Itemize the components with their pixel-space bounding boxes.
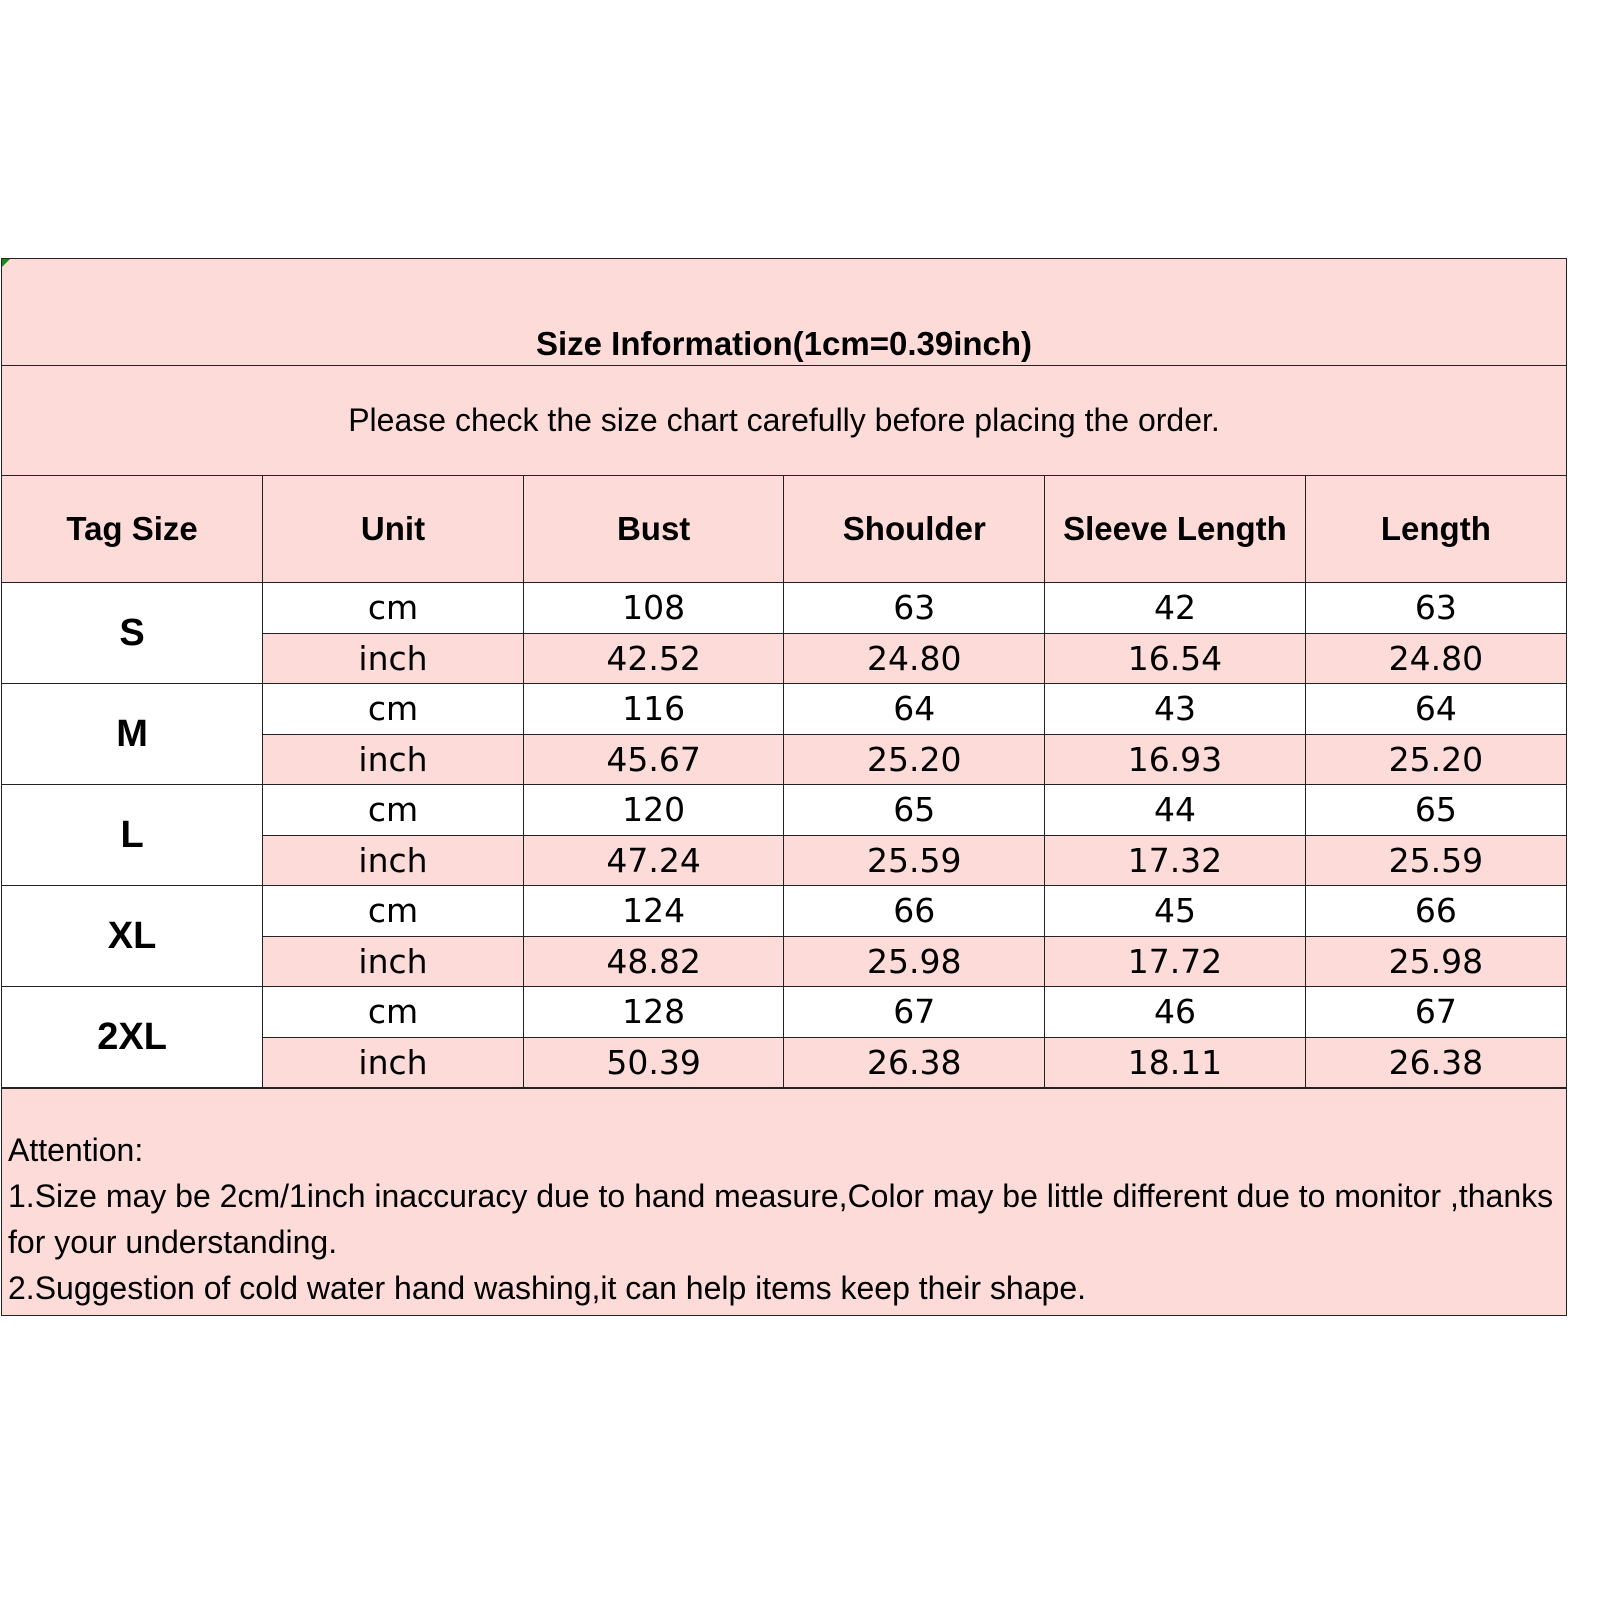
bust-cell: 47.24 [522, 834, 785, 886]
length-cell: 64 [1304, 683, 1566, 735]
header-shoulder: Shoulder [783, 476, 1046, 583]
length-cell: 63 [1304, 582, 1566, 634]
shoulder-cell: 25.59 [783, 834, 1046, 886]
size-table: Tag Size Unit Bust Shoulder Sleeve Lengt… [2, 476, 1566, 1088]
sleeve-length-cell: 17.72 [1044, 935, 1306, 987]
sleeve-length-cell: 42 [1044, 582, 1306, 634]
bust-cell: 45.67 [522, 733, 785, 785]
chart-title: Size Information(1cm=0.39inch) [2, 259, 1566, 366]
bust-cell: 120 [522, 784, 785, 836]
shoulder-cell: 25.20 [783, 733, 1046, 785]
length-cell: 26.38 [1304, 1036, 1566, 1088]
header-tag-size: Tag Size [2, 476, 264, 583]
attention-notes: Attention: 1.Size may be 2cm/1inch inacc… [2, 1088, 1566, 1315]
attention-line: 2.Suggestion of cold water hand washing,… [8, 1270, 1086, 1306]
bust-cell: 116 [522, 683, 785, 735]
length-cell: 25.20 [1304, 733, 1566, 785]
unit-cell: inch [262, 733, 524, 785]
sleeve-length-cell: 43 [1044, 683, 1306, 735]
unit-cell: cm [262, 885, 524, 937]
unit-cell: inch [262, 834, 524, 886]
sleeve-length-cell: 46 [1044, 986, 1306, 1038]
bust-cell: 50.39 [522, 1036, 785, 1088]
header-sleeve-length: Sleeve Length [1044, 476, 1306, 583]
unit-cell: cm [262, 784, 524, 836]
length-cell: 25.98 [1304, 935, 1566, 987]
size-chart: Size Information(1cm=0.39inch) Please ch… [1, 258, 1567, 1316]
chart-subtitle: Please check the size chart carefully be… [2, 366, 1566, 476]
attention-line: 1.Size may be 2cm/1inch inaccuracy due t… [8, 1178, 1554, 1260]
cell-corner-marker [2, 259, 10, 267]
length-cell: 67 [1304, 986, 1566, 1038]
header-bust: Bust [522, 476, 785, 583]
tag-size-cell: M [2, 683, 264, 785]
length-cell: 65 [1304, 784, 1566, 836]
sleeve-length-cell: 45 [1044, 885, 1306, 937]
table-row: 2XL cm 128 67 46 67 [2, 986, 1566, 1088]
length-cell: 66 [1304, 885, 1566, 937]
unit-cell: inch [262, 935, 524, 987]
bust-cell: 124 [522, 885, 785, 937]
table-row: XL cm 124 66 45 66 [2, 885, 1566, 987]
bust-cell: 48.82 [522, 935, 785, 987]
sleeve-length-cell: 17.32 [1044, 834, 1306, 886]
shoulder-cell: 26.38 [783, 1036, 1046, 1088]
shoulder-cell: 25.98 [783, 935, 1046, 987]
sleeve-length-cell: 18.11 [1044, 1036, 1306, 1088]
tag-size-cell: S [2, 582, 264, 684]
shoulder-cell: 65 [783, 784, 1046, 836]
sleeve-length-cell: 44 [1044, 784, 1306, 836]
sleeve-length-cell: 16.54 [1044, 632, 1306, 684]
tag-size-cell: XL [2, 885, 264, 987]
unit-cell: cm [262, 683, 524, 735]
tag-size-cell: 2XL [2, 986, 264, 1088]
table-row: inch 47.24 25.59 17.32 25.59 [2, 834, 1566, 886]
shoulder-cell: 24.80 [783, 632, 1046, 684]
shoulder-cell: 63 [783, 582, 1046, 634]
table-row: inch 42.52 24.80 16.54 24.80 [2, 632, 1566, 684]
sleeve-length-cell: 16.93 [1044, 733, 1306, 785]
shoulder-cell: 66 [783, 885, 1046, 937]
unit-cell: cm [262, 986, 524, 1038]
unit-cell: inch [262, 632, 524, 684]
unit-cell: inch [262, 1036, 524, 1088]
bust-cell: 128 [522, 986, 785, 1038]
header-unit: Unit [262, 476, 524, 583]
length-cell: 24.80 [1304, 632, 1566, 684]
table-row: inch 45.67 25.20 16.93 25.20 [2, 733, 1566, 785]
header-row: Tag Size Unit Bust Shoulder Sleeve Lengt… [2, 476, 1566, 583]
bust-cell: 108 [522, 582, 785, 634]
unit-cell: cm [262, 582, 524, 634]
tag-size-cell: L [2, 784, 264, 886]
length-cell: 25.59 [1304, 834, 1566, 886]
shoulder-cell: 67 [783, 986, 1046, 1038]
bust-cell: 42.52 [522, 632, 785, 684]
shoulder-cell: 64 [783, 683, 1046, 735]
attention-heading: Attention: [8, 1132, 144, 1168]
header-length: Length [1304, 476, 1566, 583]
table-row: inch 50.39 26.38 18.11 26.38 [2, 1036, 1566, 1088]
